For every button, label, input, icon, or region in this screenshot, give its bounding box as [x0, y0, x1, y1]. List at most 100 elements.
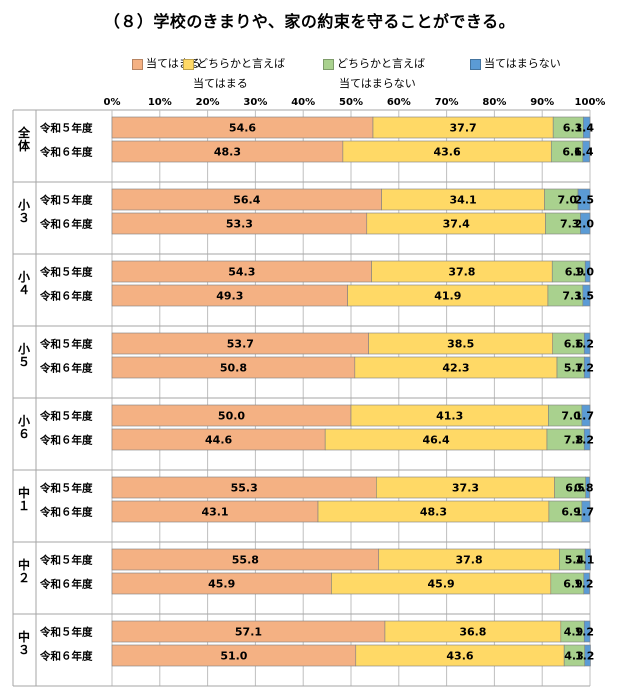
- data-label: 46.4: [423, 434, 450, 447]
- data-label: 42.3: [442, 362, 469, 375]
- data-label: 1.5: [575, 290, 595, 303]
- row-label: 令和６年度: [39, 218, 93, 231]
- group-label: 小: [18, 341, 30, 356]
- data-label: 43.6: [434, 146, 461, 159]
- x-tick-label: 0%: [104, 97, 121, 108]
- bar-segment: [584, 548, 591, 571]
- x-tick-label: 50%: [339, 97, 363, 108]
- data-label: 55.8: [232, 554, 259, 567]
- x-tick-label: 90%: [530, 97, 554, 108]
- row-label: 令和５年度: [39, 122, 93, 135]
- bar-segment: [585, 476, 590, 499]
- data-label: 41.9: [434, 290, 461, 303]
- bar-segment: [581, 500, 591, 523]
- bar-segment: [583, 620, 591, 643]
- group-label: 小: [18, 413, 30, 428]
- data-label: 1.7: [575, 506, 595, 519]
- data-label: 1.7: [575, 410, 595, 423]
- data-label: 1.2: [574, 578, 594, 591]
- data-label: 55.3: [231, 482, 258, 495]
- row-label: 令和５年度: [39, 194, 93, 207]
- legend-label: 当てはまる: [193, 77, 248, 90]
- data-label: 7.0: [561, 410, 581, 423]
- group-label: 中: [18, 557, 30, 572]
- group-label: ３: [18, 643, 30, 657]
- row-label: 令和５年度: [39, 410, 93, 423]
- data-label: 54.6: [229, 122, 256, 135]
- group-label: 全: [17, 125, 31, 140]
- data-label: 50.8: [220, 362, 247, 375]
- data-label: 1.0: [575, 266, 595, 279]
- data-label: 45.9: [428, 578, 455, 591]
- bar-segment: [584, 260, 591, 283]
- data-label: 6.9: [565, 266, 585, 279]
- row-label: 令和６年度: [39, 506, 93, 519]
- data-label: 48.3: [214, 146, 241, 159]
- row-label: 令和５年度: [39, 626, 93, 639]
- data-label: 43.6: [446, 650, 473, 663]
- data-label: 37.8: [448, 266, 475, 279]
- data-label: 7.0: [558, 194, 578, 207]
- data-label: 1.1: [575, 554, 595, 567]
- data-label: 1.2: [575, 434, 595, 447]
- group-label: 小: [18, 197, 30, 212]
- group-label: 体: [18, 138, 31, 153]
- group-label: １: [18, 499, 30, 513]
- data-label: 53.7: [227, 338, 254, 351]
- chart-title: （８）学校のきまりや、家の約束を守ることができる。: [103, 12, 516, 31]
- group-label: ５: [18, 355, 30, 369]
- row-label: 令和５年度: [39, 482, 93, 495]
- data-label: 7.3: [562, 290, 582, 303]
- bar-segment: [583, 428, 591, 451]
- row-label: 令和６年度: [39, 290, 93, 303]
- x-tick-label: 10%: [148, 97, 172, 108]
- row-label: 令和６年度: [39, 362, 93, 375]
- bar-segment: [584, 644, 591, 667]
- data-label: 0.8: [574, 482, 594, 495]
- data-label: 50.0: [218, 410, 245, 423]
- data-label: 43.1: [201, 506, 228, 519]
- data-label: 1.2: [575, 626, 595, 639]
- legend-label: 当てはまらない: [484, 57, 561, 70]
- data-label: 6.3: [563, 122, 583, 135]
- row-label: 令和６年度: [39, 434, 93, 447]
- row-label: 令和５年度: [39, 266, 93, 279]
- data-label: 57.1: [235, 626, 262, 639]
- data-label: 34.1: [450, 194, 477, 207]
- row-label: 令和６年度: [39, 578, 93, 591]
- data-label: 41.3: [436, 410, 463, 423]
- group-label: ３: [18, 211, 30, 225]
- group-label: 中: [18, 485, 30, 500]
- bar-segment: [580, 212, 591, 235]
- data-label: 5.4: [565, 554, 585, 567]
- data-label: 45.9: [208, 578, 235, 591]
- data-label: 2.0: [575, 218, 595, 231]
- group-label: ６: [18, 427, 30, 441]
- x-tick-label: 100%: [575, 97, 606, 108]
- group-label: 中: [18, 629, 30, 644]
- data-label: 37.8: [455, 554, 482, 567]
- x-tick-label: 30%: [243, 97, 267, 108]
- row-label: 令和６年度: [39, 650, 93, 663]
- data-label: 2.5: [575, 194, 595, 207]
- data-label: 6.6: [564, 338, 584, 351]
- row-label: 令和５年度: [39, 338, 93, 351]
- data-label: 1.2: [575, 338, 595, 351]
- data-label: 54.3: [228, 266, 255, 279]
- data-label: 6.5: [565, 482, 585, 495]
- legend-label: 当てはまらない: [339, 77, 416, 90]
- data-label: 48.3: [420, 506, 447, 519]
- data-label: 1.2: [575, 362, 595, 375]
- bar-segment: [583, 116, 591, 139]
- data-label: 1.4: [574, 146, 594, 159]
- legend-label: どちらかと言えば: [197, 57, 285, 70]
- data-label: 4.3: [564, 650, 584, 663]
- bar-segment: [582, 284, 591, 307]
- row-label: 令和５年度: [39, 554, 93, 567]
- legend: 当てはまる どちらかと言えば 当てはまる どちらかと言えば 当てはまらない 当て…: [0, 57, 619, 93]
- data-label: 38.5: [447, 338, 474, 351]
- legend-label: どちらかと言えば: [337, 57, 425, 70]
- x-tick-label: 60%: [387, 97, 411, 108]
- data-label: 56.4: [233, 194, 260, 207]
